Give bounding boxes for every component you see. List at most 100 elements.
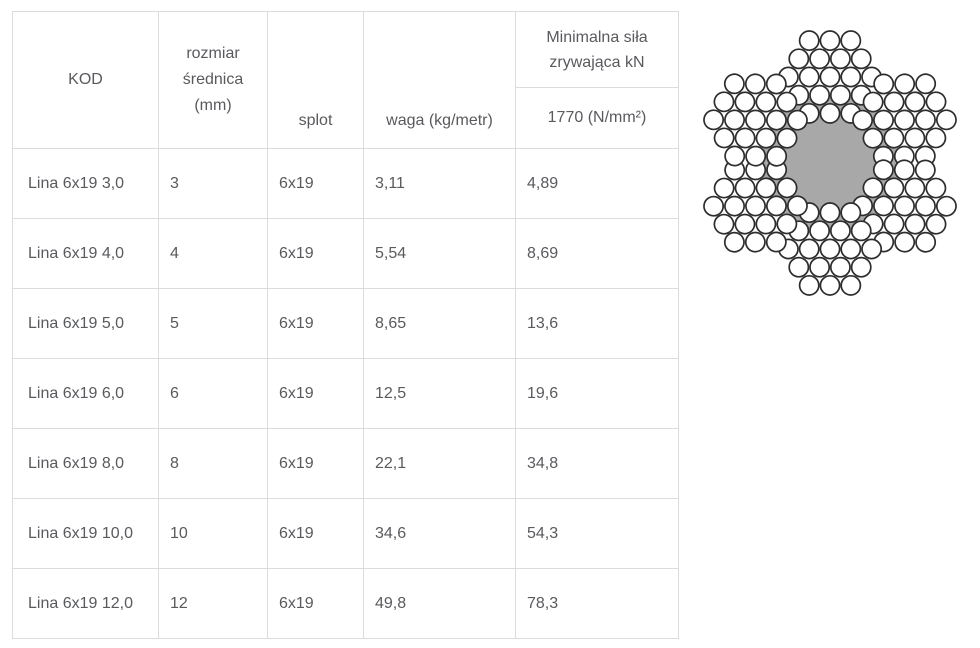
cell-sila: 54,3	[515, 498, 679, 569]
cell-rozmiar: 10	[158, 498, 268, 569]
table-body: Lina 6x19 3,0 3 6x19 3,11 4,89 Lina 6x19 4,0 4…	[12, 148, 679, 639]
col-header-strength-grade: 1770 (N/mm²)	[515, 87, 679, 149]
rope-wire	[788, 256, 810, 278]
rope-wire	[776, 177, 798, 199]
cell-splot: 6x19	[267, 148, 364, 219]
header-row-top: KOD rozmiar średnica (mm) splot waga (kg…	[12, 11, 679, 149]
rope-strand	[703, 159, 808, 253]
rope-wire	[724, 145, 746, 167]
cell-sila: 8,69	[515, 218, 679, 289]
table-row: Lina 6x19 3,0 3 6x19 3,11 4,89	[12, 148, 679, 219]
cell-splot: 6x19	[267, 568, 364, 639]
rope-wire	[925, 127, 947, 149]
table-row: Lina 6x19 8,0 8 6x19 22,1 34,8	[12, 428, 679, 499]
rope-wire	[755, 213, 777, 235]
cell-kod: Lina 6x19 10,0	[12, 498, 159, 569]
cell-splot: 6x19	[267, 498, 364, 569]
rope-wire	[873, 195, 894, 217]
rope-wire	[819, 30, 841, 52]
rope-wire	[872, 159, 894, 181]
rope-wire	[862, 177, 884, 199]
cell-waga: 12,5	[363, 358, 516, 429]
header-row-sub: 1770 (N/mm²)	[13, 87, 679, 149]
rope-wire	[755, 91, 777, 113]
cell-splot: 6x19	[267, 288, 364, 359]
rope-wire	[915, 73, 937, 95]
rope-wire	[883, 213, 905, 235]
cell-rozmiar: 6	[158, 358, 268, 429]
rope-wire	[894, 231, 916, 253]
rope-wire	[755, 127, 777, 149]
table-row: Lina 6x19 12,0 12 6x19 49,8 78,3	[12, 568, 679, 639]
rope-wire	[840, 238, 862, 260]
cell-waga: 3,11	[363, 148, 516, 219]
rope-wire	[915, 231, 937, 253]
rope-wire	[819, 66, 841, 88]
rope-wire	[713, 213, 735, 235]
cell-sila: 4,89	[515, 148, 679, 219]
rope-wire	[873, 73, 895, 95]
rope-wire	[850, 220, 872, 242]
rope-wire	[713, 177, 735, 199]
rope-wire	[745, 195, 766, 217]
rope-wire	[893, 159, 915, 181]
col-header-weight: waga (kg/metr)	[363, 11, 516, 149]
rope-wire	[883, 127, 905, 149]
cell-waga: 22,1	[363, 428, 516, 499]
rope-wire	[829, 48, 851, 70]
rope-wire	[809, 48, 831, 70]
rope-wire	[734, 127, 756, 149]
col-header-strand-type: splot	[267, 11, 364, 149]
cell-splot: 6x19	[267, 358, 364, 429]
rope-wire	[915, 195, 936, 217]
table-header: KOD rozmiar średnica (mm) splot waga (kg…	[12, 11, 679, 149]
cell-rozmiar: 8	[158, 428, 268, 499]
cell-sila: 13,6	[515, 288, 679, 359]
rope-wire	[819, 274, 841, 296]
rope-wire	[734, 177, 756, 199]
rope-wire	[744, 73, 766, 95]
rope-wire	[819, 238, 841, 260]
cell-sila: 78,3	[515, 568, 679, 639]
table-row: Lina 6x19 4,0 4 6x19 5,54 8,69	[12, 218, 679, 289]
cell-sila: 34,8	[515, 428, 679, 499]
cell-waga: 34,6	[363, 498, 516, 569]
cell-waga: 49,8	[363, 568, 516, 639]
rope-wire	[713, 127, 735, 149]
rope-wire	[766, 145, 788, 167]
rope-wire	[766, 109, 787, 131]
rope-wire	[745, 109, 766, 131]
rope-wire	[798, 66, 820, 88]
rope-wire	[862, 91, 884, 113]
cell-rozmiar: 3	[158, 148, 268, 219]
cell-kod: Lina 6x19 5,0	[12, 288, 159, 359]
cell-splot: 6x19	[267, 428, 364, 499]
rope-wire	[786, 109, 808, 131]
rope-wire	[766, 195, 787, 217]
rope-strand	[777, 30, 883, 124]
rope-wire	[925, 177, 947, 199]
cell-rozmiar: 12	[158, 568, 268, 639]
rope-wire	[776, 213, 798, 235]
rope-wire	[883, 177, 905, 199]
rope-wire	[904, 213, 926, 235]
rope-wire	[904, 127, 926, 149]
rope-wire	[829, 220, 851, 242]
rope-wire	[894, 195, 915, 217]
rope-wire	[829, 256, 851, 278]
rope-wire	[798, 238, 820, 260]
rope-wire	[703, 195, 725, 217]
cell-rozmiar: 5	[158, 288, 268, 359]
wire-rope-cross-section-diagram	[703, 30, 957, 296]
rope-wire	[744, 231, 766, 253]
rope-wire	[925, 213, 947, 235]
rope-wire	[765, 231, 787, 253]
rope-wire	[904, 177, 926, 199]
rope-wire	[819, 202, 841, 224]
rope-wire	[776, 127, 798, 149]
col-header-kod: KOD	[12, 11, 159, 149]
cell-kod: Lina 6x19 8,0	[12, 428, 159, 499]
rope-wire	[935, 195, 957, 217]
rope-wire	[914, 159, 936, 181]
rope-wire	[894, 73, 916, 95]
